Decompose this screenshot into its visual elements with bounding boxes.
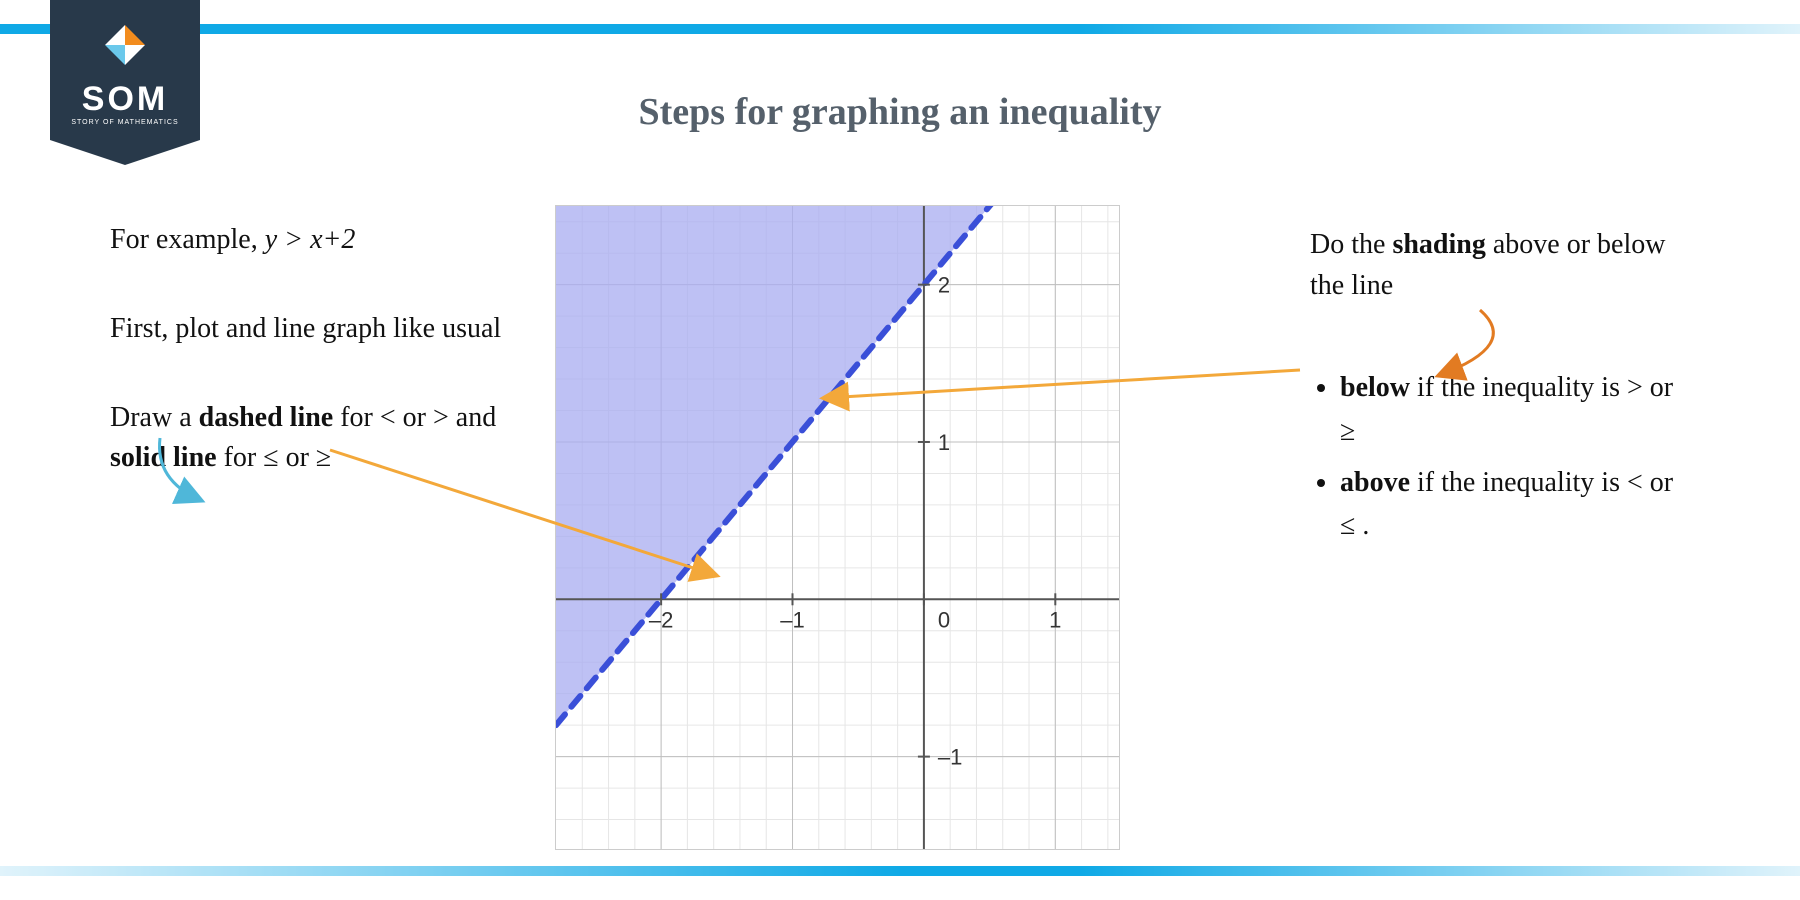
example-line: For example, y > x+2 bbox=[110, 220, 510, 259]
rule-below: below if the inequality is > or ≥ bbox=[1340, 366, 1690, 453]
page-title: Steps for graphing an inequality bbox=[639, 90, 1162, 134]
shading-text: Do the shading above or below the line bbox=[1310, 225, 1690, 306]
left-column: For example, y > x+2 First, plot and lin… bbox=[110, 220, 510, 527]
logo-badge: SOM STORY OF MATHEMATICS bbox=[50, 0, 200, 170]
top-accent-bar bbox=[0, 24, 1800, 34]
logo-subtitle: STORY OF MATHEMATICS bbox=[71, 119, 178, 126]
example-equation: y > x+2 bbox=[265, 224, 356, 255]
svg-text:2: 2 bbox=[938, 273, 950, 298]
right-column: Do the shading above or below the line b… bbox=[1310, 225, 1690, 556]
svg-text:–2: –2 bbox=[649, 607, 673, 632]
svg-text:1: 1 bbox=[1049, 607, 1061, 632]
example-prefix: For example, bbox=[110, 224, 265, 255]
svg-text:0: 0 bbox=[938, 607, 950, 632]
bottom-accent-bar bbox=[0, 866, 1800, 876]
svg-text:–1: –1 bbox=[938, 745, 962, 770]
rule-above: above if the inequality is < or ≤ . bbox=[1340, 461, 1690, 548]
shading-rules-list: below if the inequality is > or ≥ above … bbox=[1310, 366, 1690, 548]
step-2: Draw a dashed line for < or > and solid … bbox=[110, 398, 510, 476]
logo-title: SOM bbox=[82, 80, 168, 118]
svg-text:1: 1 bbox=[938, 430, 950, 455]
svg-text:–1: –1 bbox=[780, 607, 804, 632]
inequality-chart: –2 –1 1 –1 1 2 0 bbox=[555, 205, 1120, 850]
step-1: First, plot and line graph like usual bbox=[110, 309, 510, 348]
